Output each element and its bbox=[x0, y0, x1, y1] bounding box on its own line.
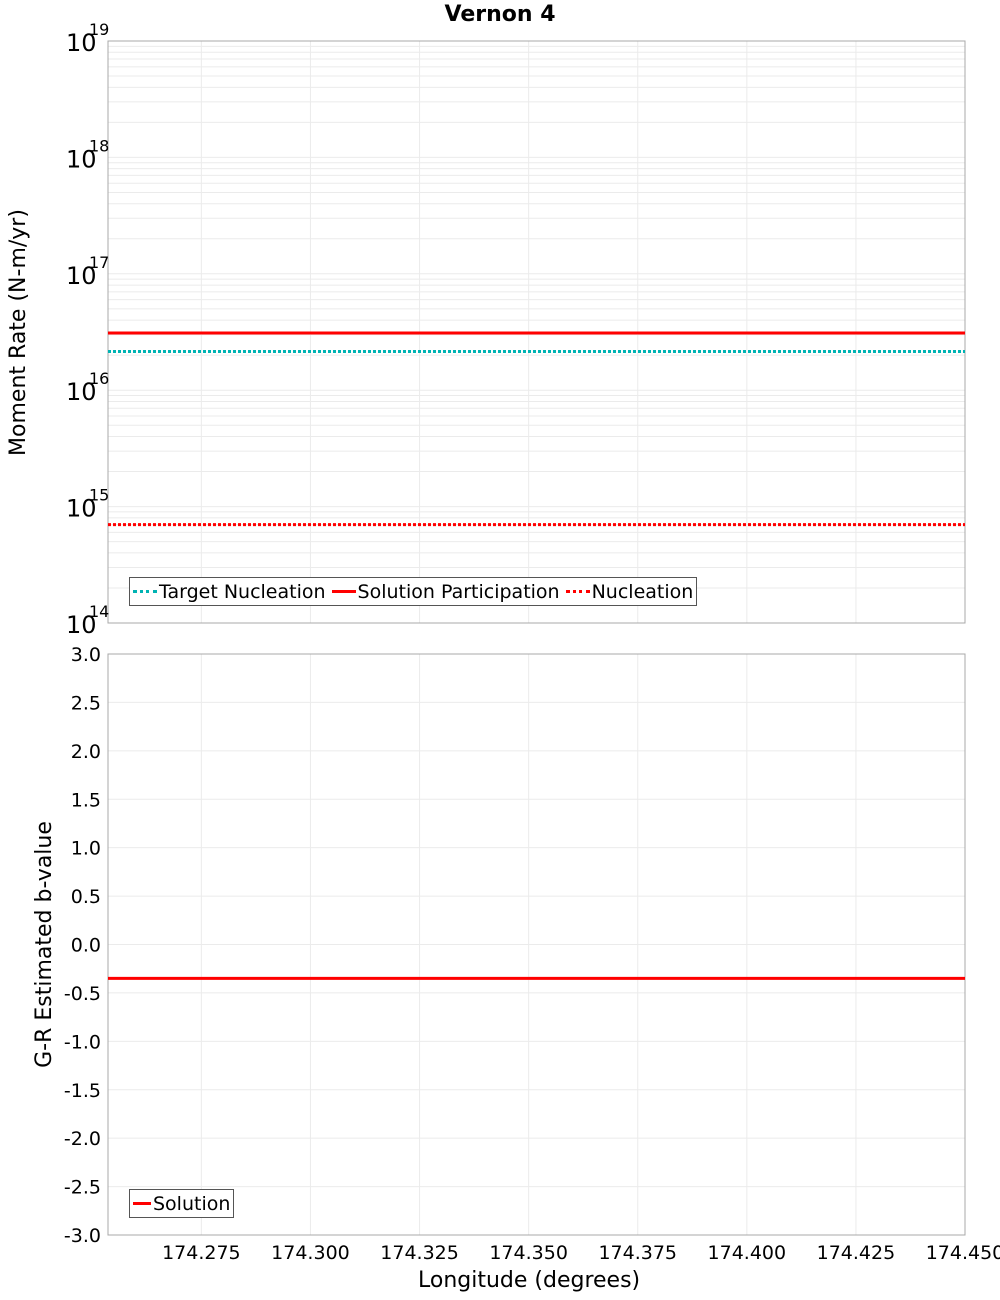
svg-text:-0.5: -0.5 bbox=[64, 983, 101, 1005]
svg-text:10: 10 bbox=[66, 145, 97, 173]
legend-item-target-nucleation: Target Nucleation bbox=[133, 581, 326, 603]
solid-red-line-icon bbox=[331, 590, 356, 593]
svg-text:10: 10 bbox=[66, 29, 97, 57]
svg-text:174.400: 174.400 bbox=[708, 1242, 787, 1264]
bottom-y-axis-label: G-R Estimated b-value bbox=[31, 820, 57, 1068]
x-axis-label: Longitude (degrees) bbox=[418, 1268, 641, 1293]
svg-text:18: 18 bbox=[89, 136, 109, 155]
svg-text:0.0: 0.0 bbox=[71, 935, 101, 957]
top-y-axis-label: Moment Rate (N-m/yr) bbox=[5, 208, 31, 456]
svg-text:2.0: 2.0 bbox=[71, 741, 101, 763]
svg-text:19: 19 bbox=[89, 20, 109, 39]
bottom-legend: Solution bbox=[129, 1189, 235, 1218]
svg-text:1.5: 1.5 bbox=[71, 789, 101, 811]
svg-text:10: 10 bbox=[66, 262, 97, 290]
svg-text:-2.5: -2.5 bbox=[64, 1177, 101, 1199]
svg-text:3.0: 3.0 bbox=[71, 644, 101, 666]
svg-text:15: 15 bbox=[89, 486, 109, 505]
dotted-teal-line-icon bbox=[133, 590, 157, 593]
svg-text:174.450: 174.450 bbox=[926, 1242, 1000, 1264]
svg-text:-1.5: -1.5 bbox=[64, 1080, 101, 1102]
svg-text:14: 14 bbox=[89, 602, 109, 621]
legend-item-solution: Solution bbox=[133, 1193, 230, 1215]
svg-text:174.300: 174.300 bbox=[271, 1242, 350, 1264]
svg-text:174.275: 174.275 bbox=[162, 1242, 241, 1264]
legend-item-solution-participation: Solution Participation bbox=[331, 581, 560, 603]
svg-text:-3.0: -3.0 bbox=[64, 1225, 101, 1247]
svg-text:174.375: 174.375 bbox=[598, 1242, 677, 1264]
top-legend: Target Nucleation Solution Participation… bbox=[129, 577, 698, 606]
chart-title: Vernon 4 bbox=[444, 2, 556, 27]
svg-text:174.325: 174.325 bbox=[380, 1242, 459, 1264]
svg-text:10: 10 bbox=[66, 495, 97, 523]
svg-text:10: 10 bbox=[66, 611, 97, 639]
svg-text:174.350: 174.350 bbox=[489, 1242, 568, 1264]
svg-text:17: 17 bbox=[89, 253, 109, 272]
solid-red-line-icon bbox=[133, 1202, 151, 1205]
svg-text:2.5: 2.5 bbox=[71, 692, 101, 714]
svg-text:0.5: 0.5 bbox=[71, 886, 101, 908]
svg-text:-1.0: -1.0 bbox=[64, 1031, 101, 1053]
dotted-red-line-icon bbox=[565, 590, 590, 593]
svg-text:10: 10 bbox=[66, 378, 97, 406]
svg-text:174.425: 174.425 bbox=[817, 1242, 896, 1264]
legend-item-nucleation: Nucleation bbox=[565, 581, 693, 603]
svg-text:16: 16 bbox=[89, 369, 109, 388]
svg-text:-2.0: -2.0 bbox=[64, 1128, 101, 1150]
svg-text:1.0: 1.0 bbox=[71, 838, 101, 860]
